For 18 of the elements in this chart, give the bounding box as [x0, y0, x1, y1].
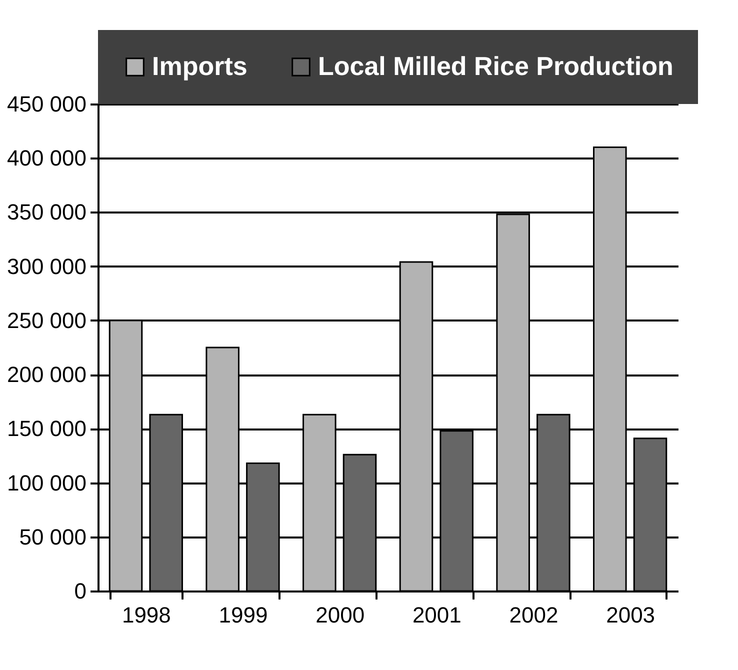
y-tick-label: 450 000: [6, 92, 86, 116]
legend-label: Imports: [152, 51, 248, 81]
y-tick-label: 350 000: [6, 200, 86, 225]
x-tick-label: 2001: [412, 602, 462, 628]
x-tick-label: 1998: [122, 602, 171, 628]
y-tick-label: 150 000: [6, 416, 86, 442]
x-tick-label: 2002: [509, 602, 558, 628]
y-tick-label: 200 000: [6, 362, 86, 388]
legend-label: Local Milled Rice Production: [318, 51, 674, 81]
y-tick-label: 50 000: [19, 524, 86, 550]
y-tick-label: 400 000: [6, 146, 86, 171]
y-tick-label: 100 000: [6, 470, 86, 496]
x-tick-label: 2003: [606, 602, 656, 628]
x-tick-label: 1999: [218, 602, 268, 628]
y-tick-label: 0: [74, 578, 86, 604]
x-tick-label: 2000: [316, 602, 365, 628]
y-tick-label: 250 000: [6, 308, 86, 333]
y-tick-label: 300 000: [6, 254, 86, 279]
